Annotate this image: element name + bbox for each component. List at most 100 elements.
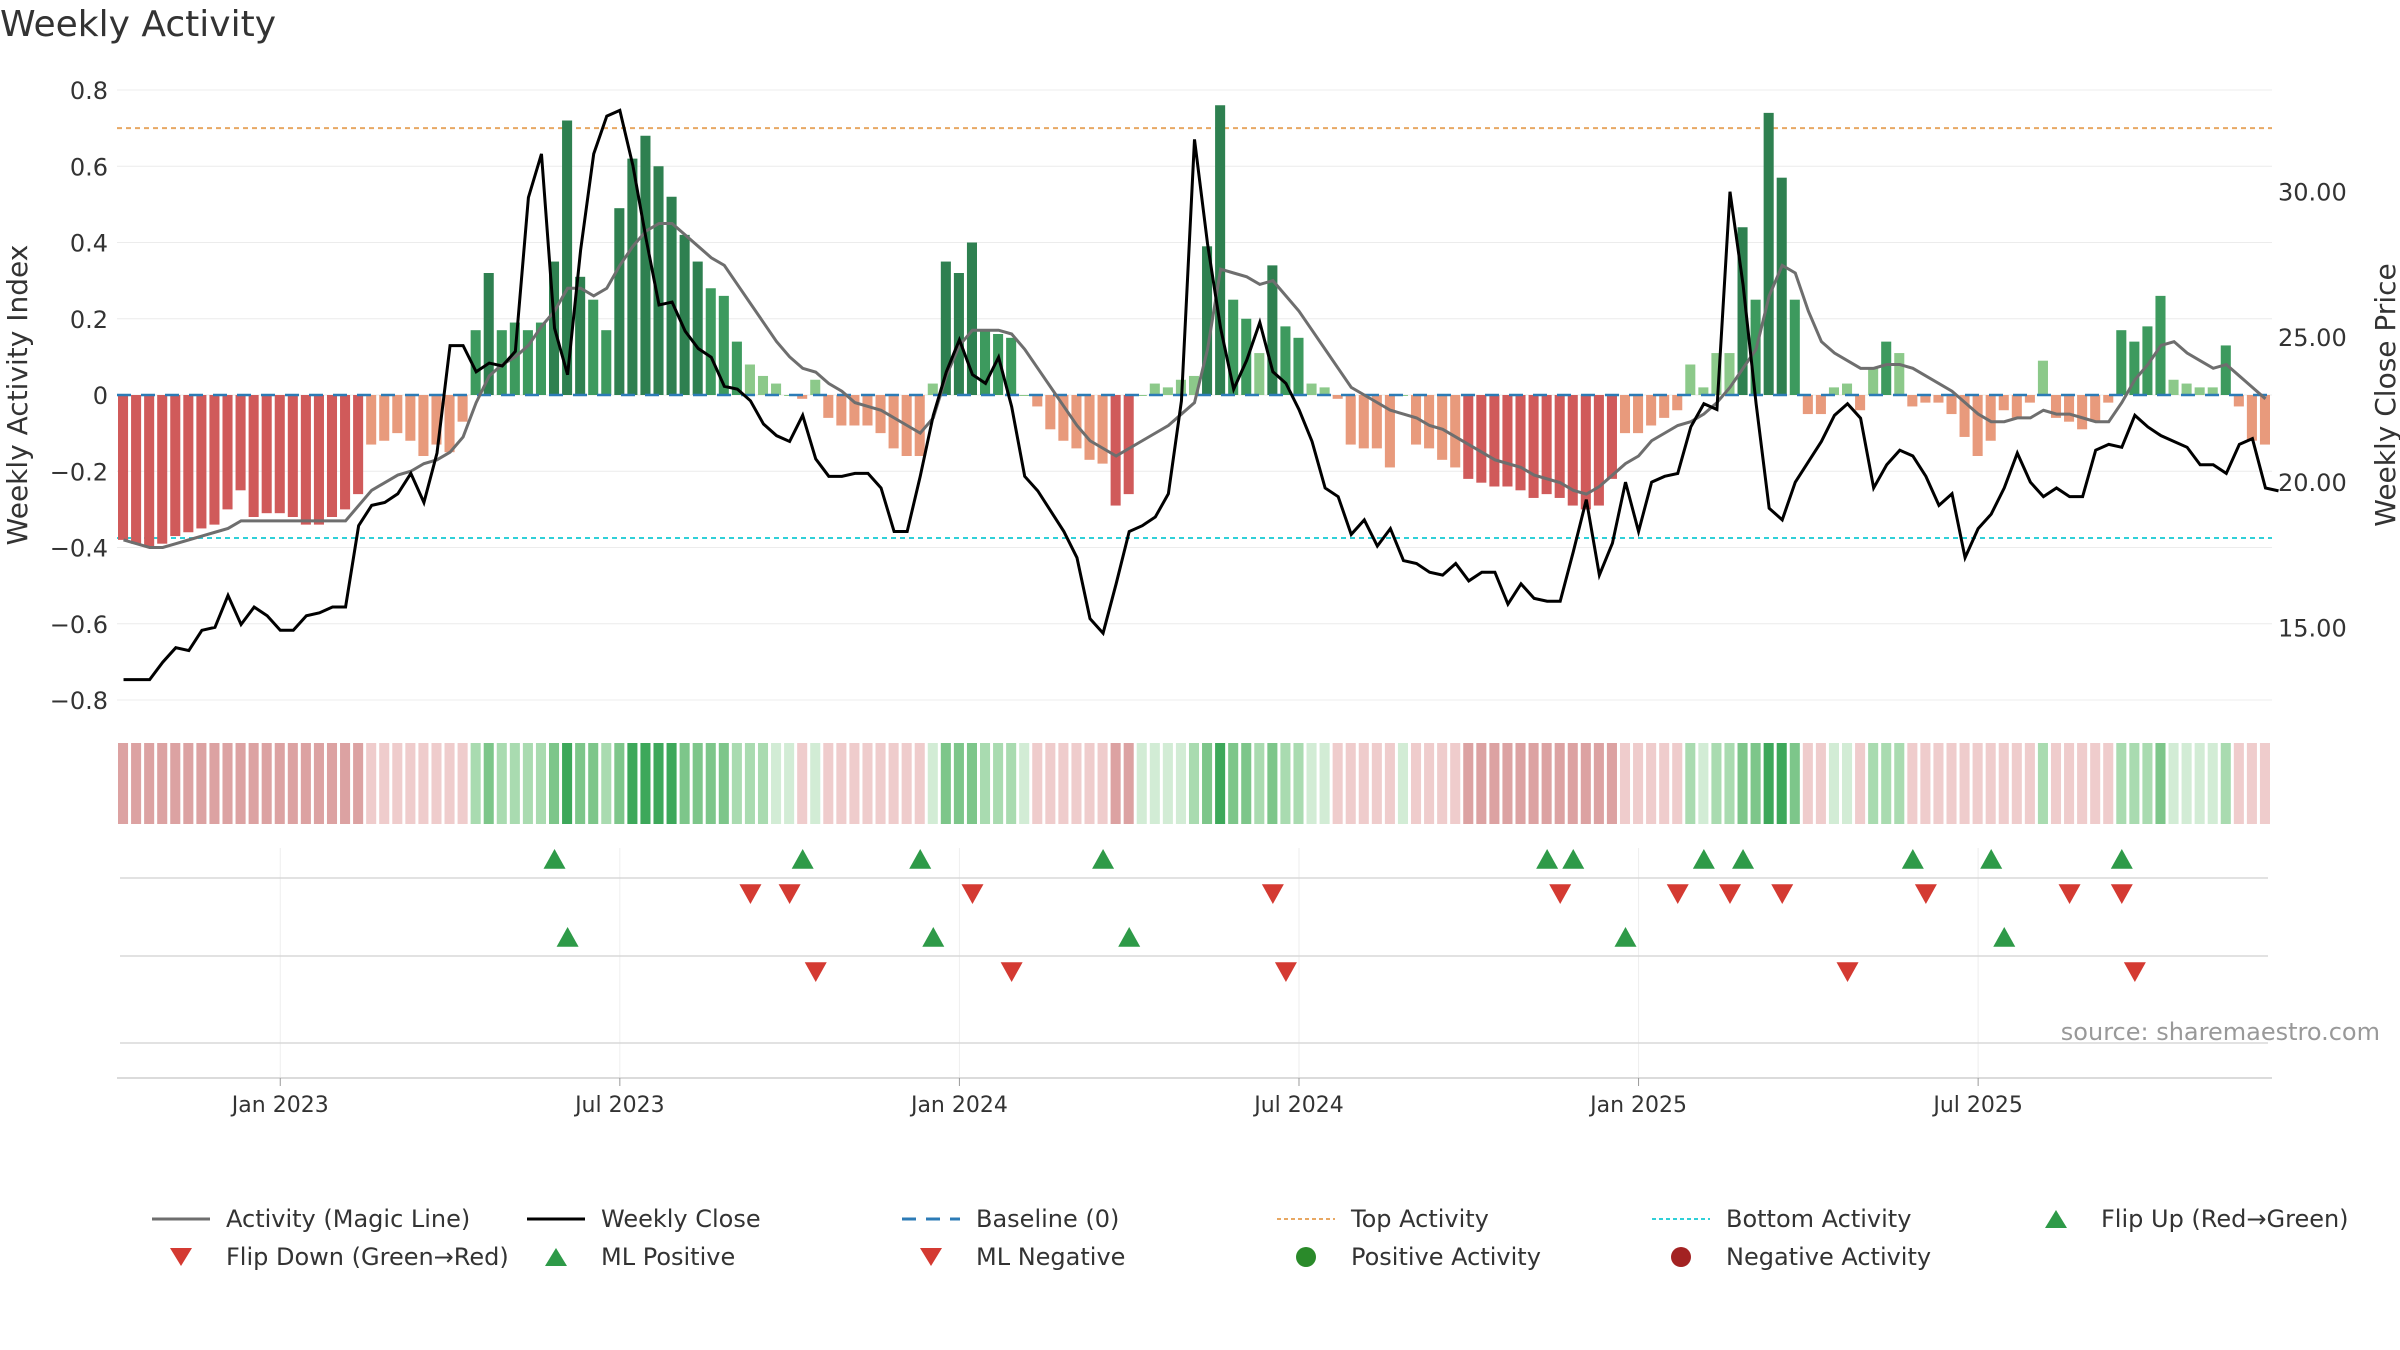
activity-bar [248,395,259,517]
activity-strip-cell [1489,743,1500,824]
activity-bar [496,330,507,395]
activity-bar [888,395,899,449]
activity-bar [1502,395,1513,487]
activity-strip-cell [627,743,638,824]
activity-strip-cell [1241,743,1252,824]
activity-bar [1188,375,1200,395]
activity-bar [1149,383,1160,395]
activity-bar [2011,395,2022,418]
activity-strip-cell [1463,743,1474,824]
activity-strip-cell [588,743,599,824]
activity-strip-cell [2233,743,2244,824]
activity-strip-cell [326,743,338,824]
activity-bar [1110,395,1121,506]
flip-down-marker [1718,884,1741,904]
activity-strip-cell [601,743,612,824]
y2-tick-label: 15.00 [2278,614,2347,642]
flip-down-marker [2058,884,2081,904]
activity-bar [1071,395,1082,449]
y2-tick-label: 25.00 [2278,324,2347,352]
activity-bar [1006,337,1017,395]
legend-label: Flip Up (Red→Green) [2101,1205,2349,1233]
activity-bar [1998,395,2009,411]
activity-bar [744,364,755,395]
activity-strip-cell [1750,743,1761,824]
activity-bar [1606,395,1617,479]
activity-bar [1646,395,1657,426]
activity-strip-cell [1528,743,1539,824]
activity-bar [562,120,573,395]
activity-bar [313,395,324,525]
activity-strip-cell [718,743,729,824]
triangle-marker-icon [920,1248,942,1266]
activity-strip-cell [1280,743,1291,824]
activity-strip-cell [1698,743,1709,824]
activity-strip-cell [274,743,285,824]
activity-strip-cell [1424,743,1435,824]
triangle-marker-icon [170,1248,192,1266]
legend-item: Activity (Magic Line) [150,1205,470,1233]
line-swatch-icon [1652,1218,1710,1220]
flip-down-marker [739,884,762,904]
activity-bar [392,395,403,434]
activity-strip-cell [2142,743,2153,824]
ml-positive-marker [922,927,945,947]
activity-bar [692,261,703,395]
activity-strip-cell [457,743,468,824]
y2-tick-label: 20.00 [2278,469,2347,497]
activity-strip-cell [1228,743,1239,824]
activity-strip-cell [118,743,129,824]
activity-strip-cell [849,743,860,824]
activity-bar [2194,387,2205,395]
activity-bar [1267,265,1278,395]
activity-bar [1136,395,1147,396]
activity-bar [457,395,468,422]
activity-strip-cell [575,743,586,824]
y-tick-label: 0.4 [70,230,108,258]
activity-bar [1672,395,1683,411]
activity-strip-cell [562,743,573,824]
activity-strip-cell [757,743,769,824]
activity-bar [170,395,181,537]
activity-bar [2246,395,2257,441]
activity-bar [131,395,142,544]
activity-bar [2037,360,2048,395]
activity-bar [993,334,1004,395]
activity-strip-cell [1567,743,1578,824]
activity-strip-cell [431,743,442,824]
activity-bar [1724,353,1735,395]
legend-item: Weekly Close [525,1205,761,1233]
activity-bar [209,395,220,525]
activity-strip-cell [1894,743,1905,824]
activity-bar [666,196,677,395]
activity-bar [183,395,194,533]
legend-label: ML Positive [601,1243,736,1271]
activity-strip-cell [1541,743,1552,824]
activity-bar [2233,395,2244,407]
activity-bar [1515,395,1526,491]
activity-strip-cell [1045,743,1056,824]
activity-strip-cell [1593,743,1604,824]
legend-label: Weekly Close [601,1205,761,1233]
activity-bar [640,135,651,395]
activity-strip-cell [535,743,546,824]
activity-bar [353,395,364,495]
activity-bar [1241,318,1252,395]
activity-bar [614,208,625,395]
activity-strip-cell [980,743,991,824]
activity-bar [1567,395,1578,506]
y2-axis-title: Weekly Close Price [2369,263,2400,526]
activity-strip-cell [1345,743,1356,824]
activity-bar [1907,395,1918,407]
activity-strip-cell [2246,743,2257,824]
activity-strip-cell [1959,743,1970,824]
activity-strip-cell [1071,743,1082,824]
ml-positive-marker [1118,927,1141,947]
dot-marker-icon [1671,1247,1691,1267]
activity-strip-cell [2168,743,2179,824]
activity-bar [1894,353,1905,395]
flip-down-marker [1771,884,1794,904]
activity-strip-cell [1972,743,1983,824]
activity-bar [118,395,129,540]
flip-up-marker [1732,849,1755,869]
